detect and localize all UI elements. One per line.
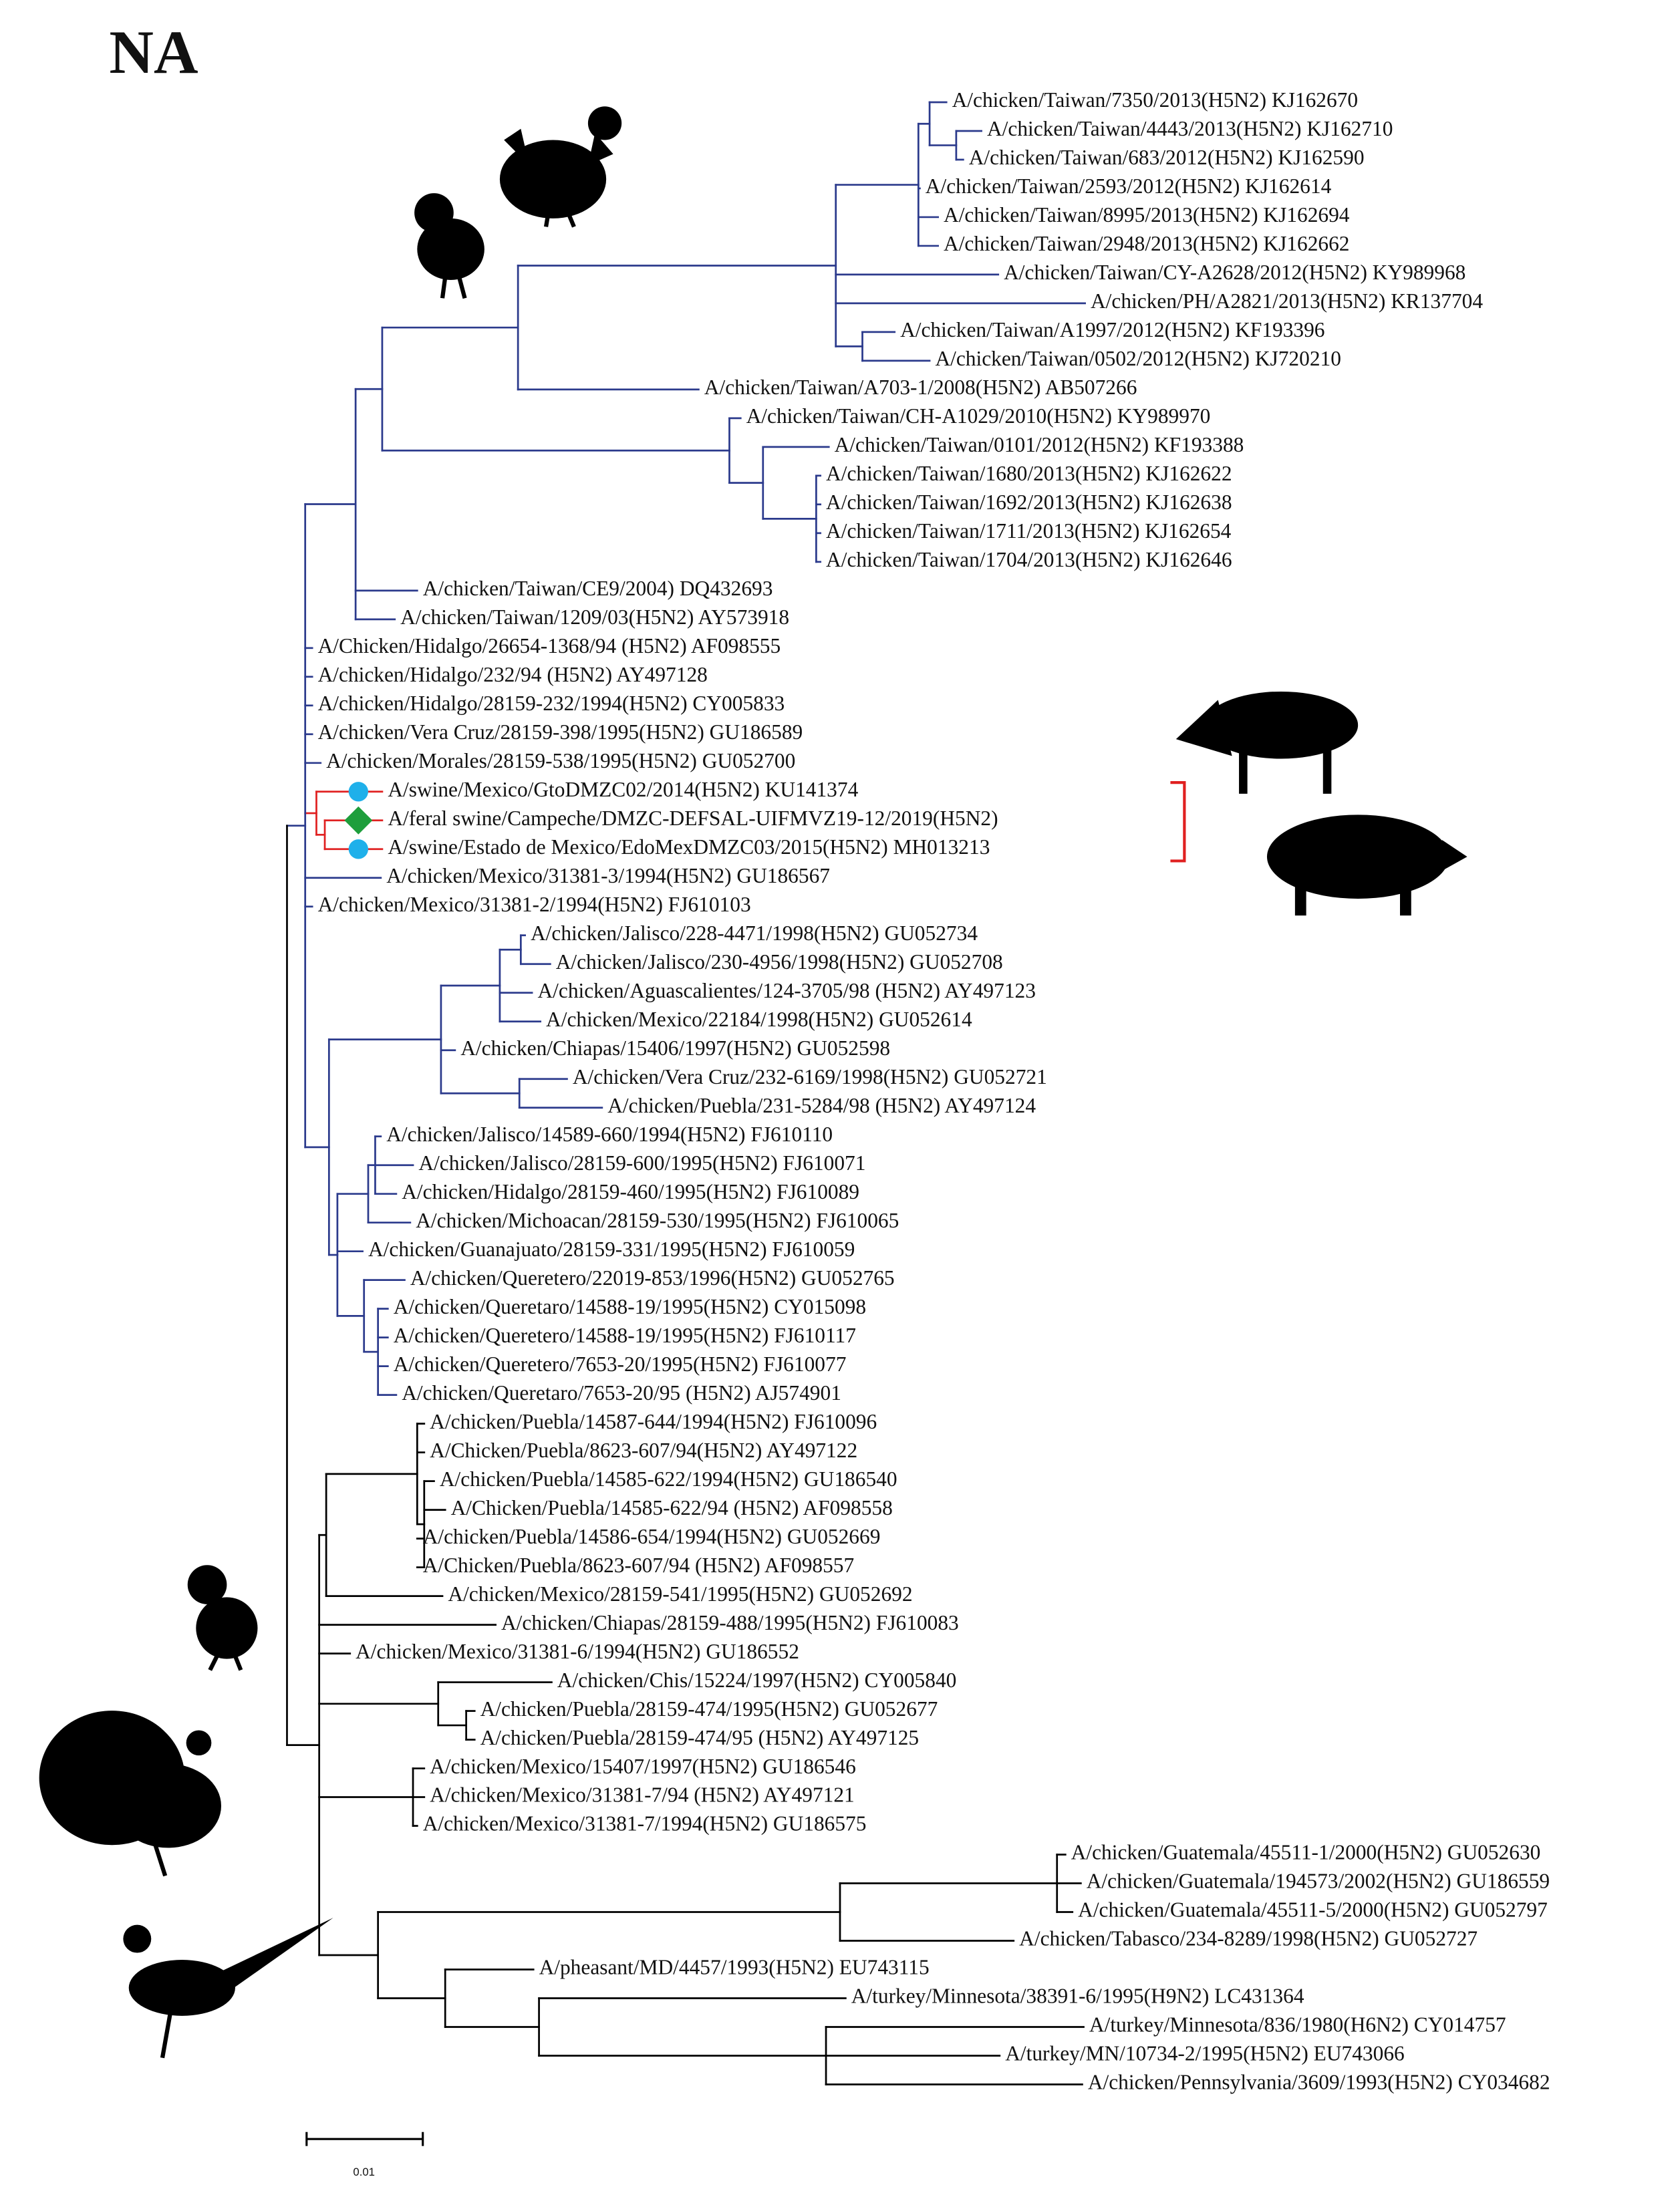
leaf-label: A/chicken/Taiwan/A1997/2012(H5N2) KF1933… [900, 318, 1324, 341]
leaf-label: A/chicken/Mexico/28159-541/1995(H5N2) GU… [448, 1582, 912, 1606]
leaf-label: A/chicken/Jalisco/14589-660/1994(H5N2) F… [386, 1123, 833, 1146]
chick-icon [414, 193, 484, 299]
leaf-label: A/chicken/Queretero/22019-853/1996(H5N2)… [410, 1266, 895, 1290]
leaf-label: A/chicken/Guanajuato/28159-331/1995(H5N2… [368, 1237, 855, 1261]
leaf-label: A/chicken/PH/A2821/2013(H5N2) KR137704 [1091, 289, 1483, 313]
swine-bracket [1170, 781, 1186, 863]
leaf-label: A/chicken/Tabasco/234-8289/1998(H5N2) GU… [1019, 1927, 1478, 1950]
leaf-label: A/chicken/Taiwan/8995/2013(H5N2) KJ16269… [944, 203, 1350, 227]
leaf-label: A/swine/Mexico/GtoDMZC02/2014(H5N2) KU14… [388, 778, 858, 801]
leaf-label: A/chicken/Puebla/28159-474/95 (H5N2) AY4… [480, 1726, 920, 1749]
leaf-label: A/chicken/Pennsylvania/3609/1993(H5N2) C… [1088, 2071, 1550, 2094]
leaf-label: A/Chicken/Puebla/14585-622/94 (H5N2) AF0… [451, 1496, 893, 1519]
leaf-label: A/chicken/Taiwan/CY-A2628/2012(H5N2) KY9… [1004, 261, 1465, 284]
leaf-label: A/chicken/Mexico/22184/1998(H5N2) GU0526… [546, 1008, 972, 1031]
leaf-label: A/chicken/Queretero/7653-20/1995(H5N2) F… [394, 1352, 847, 1376]
leaf-label: A/chicken/Puebla/14586-654/1994(H5N2) GU… [423, 1525, 881, 1548]
leaf-label: A/chicken/Puebla/14585-622/1994(H5N2) GU… [440, 1467, 897, 1491]
leaf-label: A/chicken/Taiwan/A703-1/2008(H5N2) AB507… [704, 376, 1137, 399]
leaf-label: A/chicken/Taiwan/1209/03(H5N2) AY573918 [400, 605, 789, 629]
leaf-label: A/turkey/Minnesota/38391-6/1995(H9N2) LC… [851, 1985, 1304, 2008]
leaf-label: A/Chicken/Puebla/8623-607/94 (H5N2) AF09… [423, 1554, 855, 1577]
leaf-label: A/chicken/Taiwan/7350/2013(H5N2) KJ16267… [952, 88, 1359, 112]
leaf-label: A/chicken/Chiapas/28159-488/1995(H5N2) F… [501, 1611, 959, 1634]
boar-icon [1175, 691, 1359, 794]
leaf-label: A/turkey/MN/10734-2/1995(H5N2) EU743066 [1005, 2042, 1405, 2065]
leaf-label: A/chicken/Taiwan/4443/2013(H5N2) KJ16271… [987, 117, 1393, 140]
leaf-label: A/chicken/Hidalgo/232/94 (H5N2) AY497128 [318, 663, 708, 686]
swine-marker [348, 782, 368, 802]
leaf-label: A/chicken/Queretero/14588-19/1995(H5N2) … [394, 1324, 856, 1347]
leaf-label: A/pheasant/MD/4457/1993(H5N2) EU743115 [539, 1956, 930, 1979]
leaf-label: A/chicken/Guatemala/45511-1/2000(H5N2) G… [1071, 1841, 1541, 1864]
leaf-label: A/chicken/Taiwan/0502/2012(H5N2) KJ72021… [935, 347, 1341, 370]
leaf-label: A/chicken/Hidalgo/28159-232/1994(H5N2) C… [318, 692, 785, 715]
pheasant-icon [123, 1918, 333, 2059]
leaf-label: A/chicken/Taiwan/1680/2013(H5N2) KJ16262… [826, 462, 1232, 485]
leaf-label: A/chicken/Mexico/31381-7/94 (H5N2) AY497… [430, 1783, 855, 1807]
turkey-icon [39, 1711, 222, 1877]
leaf-label: A/feral swine/Campeche/DMZC-DEFSAL-UIFMV… [388, 807, 998, 830]
leaf-label: A/chicken/Queretaro/7653-20/95 (H5N2) AJ… [402, 1381, 841, 1405]
leaf-label: A/chicken/Puebla/231-5284/98 (H5N2) AY49… [607, 1094, 1036, 1117]
leaf-label: A/chicken/Mexico/31381-6/1994(H5N2) GU18… [356, 1640, 799, 1663]
leaf-label: A/chicken/Aguascalientes/124-3705/98 (H5… [537, 979, 1035, 1002]
leaf-label: A/chicken/Guatemala/45511-5/2000(H5N2) G… [1078, 1898, 1548, 1922]
leaf-label: A/chicken/Puebla/14587-644/1994(H5N2) FJ… [430, 1410, 877, 1433]
leaf-label: A/swine/Estado de Mexico/EdoMexDMZC03/20… [388, 835, 990, 859]
figure-title: NA [109, 18, 198, 86]
leaf-label: A/chicken/Taiwan/2593/2012(H5N2) KJ16261… [926, 174, 1332, 198]
leaf-label: A/chicken/Taiwan/1692/2013(H5N2) KJ16263… [826, 490, 1232, 514]
leaf-label: A/chicken/Mexico/31381-7/1994(H5N2) GU18… [423, 1812, 867, 1836]
leaf-label: A/chicken/Jalisco/230-4956/1998(H5N2) GU… [556, 950, 1003, 974]
leaf-labels: A/chicken/Taiwan/7350/2013(H5N2) KJ16267… [318, 88, 1550, 2094]
pig-icon [1266, 815, 1467, 916]
leaf-label: A/chicken/Taiwan/CE9/2004) DQ432693 [423, 577, 773, 600]
leaf-label: A/chicken/Taiwan/CH-A1029/2010(H5N2) KY9… [746, 404, 1211, 428]
leaf-label: A/chicken/Chiapas/15406/1997(H5N2) GU052… [460, 1036, 890, 1060]
leaf-label: A/turkey/Minnesota/836/1980(H6N2) CY0147… [1089, 2013, 1506, 2037]
leaf-label: A/chicken/Taiwan/683/2012(H5N2) KJ162590 [969, 146, 1365, 169]
leaf-label: A/chicken/Hidalgo/28159-460/1995(H5N2) F… [402, 1180, 859, 1203]
leaf-label: A/chicken/Jalisco/28159-600/1995(H5N2) F… [418, 1151, 865, 1175]
leaf-label: A/chicken/Mexico/31381-2/1994(H5N2) FJ61… [318, 893, 751, 916]
chick-icon-2 [187, 1565, 258, 1671]
hen-icon [499, 106, 622, 228]
leaf-label: A/chicken/Mexico/31381-3/1994(H5N2) GU18… [386, 864, 830, 887]
leaf-label: A/Chicken/Hidalgo/26654-1368/94 (H5N2) A… [318, 634, 781, 658]
leaf-label: A/chicken/Vera Cruz/28159-398/1995(H5N2)… [318, 720, 803, 744]
leaf-label: A/chicken/Taiwan/1704/2013(H5N2) KJ16264… [826, 548, 1232, 571]
scale-bar-label: 0.01 [353, 2166, 375, 2178]
host-icons [39, 106, 1467, 2059]
leaf-label: A/chicken/Puebla/28159-474/1995(H5N2) GU… [480, 1697, 938, 1721]
tree [286, 101, 1086, 2085]
leaf-label: A/Chicken/Puebla/8623-607/94(H5N2) AY497… [430, 1439, 857, 1462]
leaf-label: A/chicken/Taiwan/1711/2013(H5N2) KJ16265… [826, 519, 1232, 543]
leaf-label: A/chicken/Mexico/15407/1997(H5N2) GU1865… [430, 1755, 856, 1778]
leaf-label: A/chicken/Chis/15224/1997(H5N2) CY005840 [557, 1668, 957, 1692]
leaf-label: A/chicken/Vera Cruz/232-6169/1998(H5N2) … [573, 1065, 1047, 1088]
swine-marker [348, 839, 368, 859]
leaf-label: A/chicken/Taiwan/2948/2013(H5N2) KJ16266… [944, 232, 1350, 255]
leaf-label: A/chicken/Queretaro/14588-19/1995(H5N2) … [394, 1295, 866, 1318]
leaf-label: A/chicken/Taiwan/0101/2012(H5N2) KF19338… [835, 433, 1244, 456]
leaf-label: A/chicken/Guatemala/194573/2002(H5N2) GU… [1087, 1870, 1550, 1893]
leaf-label: A/chicken/Jalisco/228-4471/1998(H5N2) GU… [531, 921, 978, 945]
leaf-label: A/chicken/Morales/28159-538/1995(H5N2) G… [326, 749, 795, 772]
leaf-label: A/chicken/Michoacan/28159-530/1995(H5N2)… [416, 1209, 899, 1232]
